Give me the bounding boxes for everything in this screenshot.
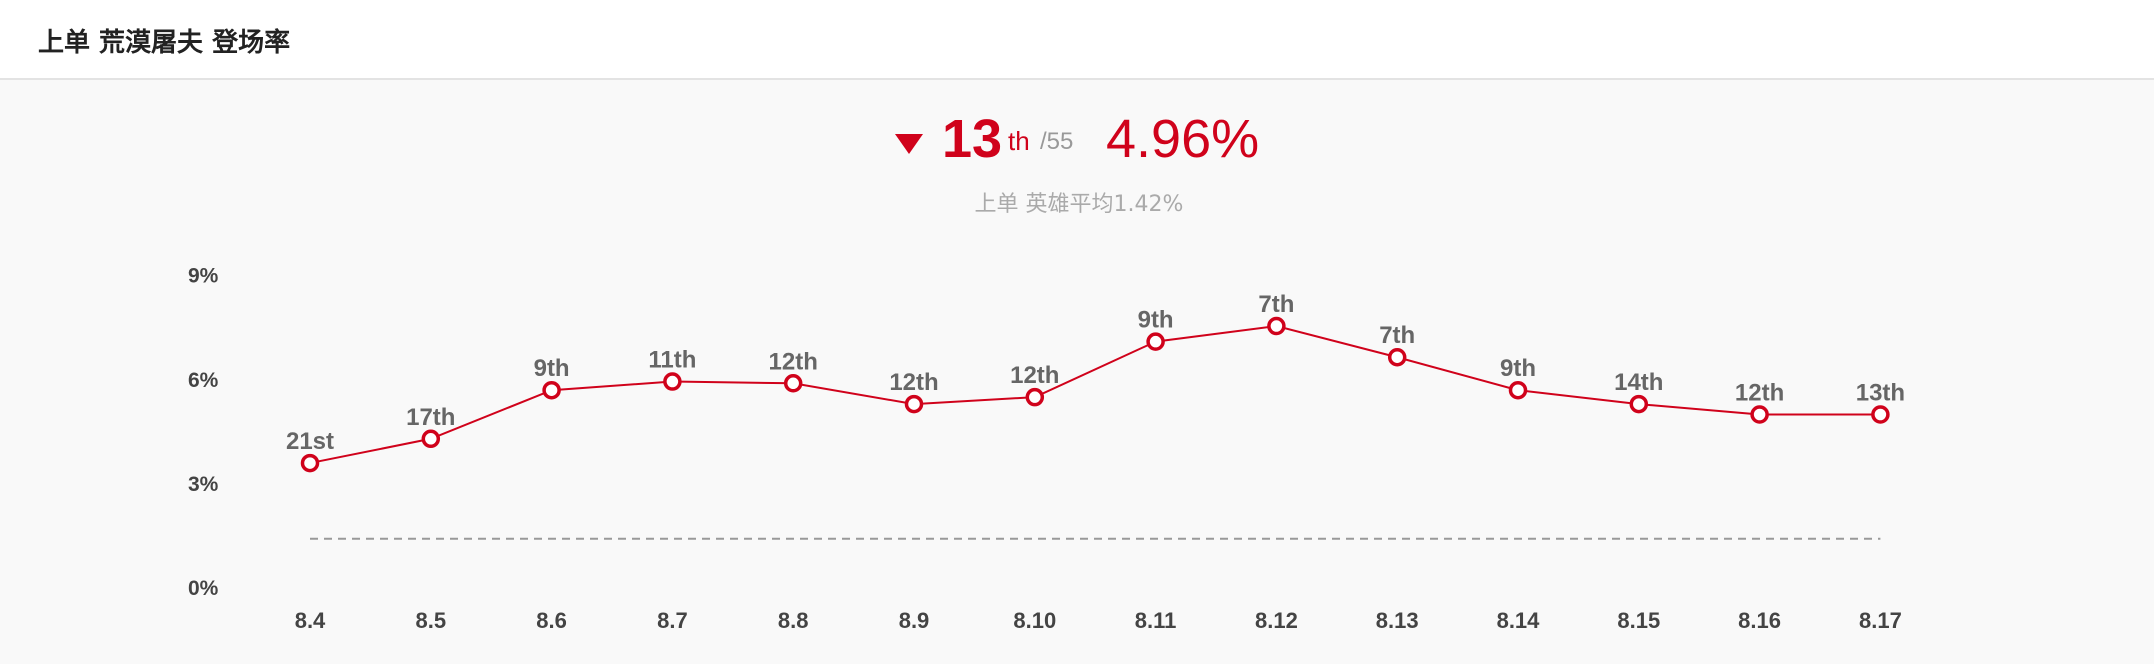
x-tick-label: 8.16: [1738, 608, 1781, 633]
x-tick-label: 8.7: [657, 608, 688, 633]
data-points: [300, 316, 1890, 473]
data-label: 7th: [1258, 291, 1294, 318]
y-tick-label: 6%: [188, 369, 219, 392]
data-label: 13th: [1856, 380, 1905, 407]
data-point[interactable]: [663, 372, 682, 391]
rank-suffix: th: [1008, 126, 1030, 156]
y-tick-label: 0%: [188, 577, 219, 600]
data-point[interactable]: [1267, 316, 1286, 336]
rank-total: /55: [1040, 128, 1074, 155]
data-point[interactable]: [1025, 387, 1045, 407]
data-point[interactable]: [1508, 380, 1528, 400]
x-tick-label: 8.14: [1497, 608, 1541, 633]
data-label: 17th: [406, 404, 455, 431]
data-label: 12th: [1010, 362, 1059, 389]
average-label: 上单 英雄平均: [974, 192, 1114, 217]
data-label: 7th: [1379, 322, 1415, 349]
x-tick-label: 8.8: [778, 608, 809, 633]
pick-rate-value: 4.96%: [1106, 109, 1260, 169]
data-label: 9th: [534, 355, 570, 382]
rank-number: 13: [942, 109, 1003, 169]
data-point[interactable]: [783, 374, 803, 393]
x-tick-label: 8.15: [1617, 608, 1660, 633]
data-point[interactable]: [1750, 405, 1769, 424]
x-tick-label: 8.10: [1013, 608, 1056, 633]
y-axis: 0% 3% 6% 9%: [188, 265, 219, 600]
x-tick-label: 8.12: [1255, 608, 1298, 633]
data-point[interactable]: [421, 429, 441, 449]
data-label: 12th: [769, 348, 818, 375]
data-labels: 21st 17th 9th 11th 12th 12th 12th 9th 7th 7th 9th 1…: [286, 291, 1905, 455]
data-label: 9th: [1500, 355, 1536, 382]
x-tick-label: 8.4: [295, 608, 326, 633]
y-tick-label: 3%: [188, 473, 219, 496]
series-line: [309, 324, 1881, 465]
data-label: 14th: [1614, 369, 1663, 396]
data-point[interactable]: [542, 380, 561, 400]
data-point[interactable]: [300, 453, 320, 473]
average-caption: 上单 英雄平均1.42%: [0, 186, 2154, 218]
rank-down-arrow-icon: [895, 134, 923, 154]
x-tick-label: 8.9: [899, 608, 930, 633]
x-tick-label: 8.5: [416, 608, 447, 633]
data-label: 12th: [1735, 380, 1784, 407]
data-point[interactable]: [1871, 405, 1890, 424]
data-label: 21st: [286, 428, 334, 455]
panel-header: 上单 荒漠屠夫 登场率: [0, 0, 2154, 80]
data-point[interactable]: [904, 394, 924, 414]
panel-title: 上单 荒漠屠夫 登场率: [38, 28, 291, 58]
x-axis: 8.4 8.5 8.6 8.7 8.8 8.9 8.10 8.11 8.12 8.13 8.14 8.…: [295, 608, 1902, 633]
rank-summary: 13 th /55 4.96%: [0, 112, 2154, 192]
data-label: 9th: [1138, 307, 1174, 334]
average-value: 1.42%: [1113, 192, 1184, 217]
y-tick-label: 9%: [188, 265, 219, 288]
data-label: 12th: [889, 369, 938, 396]
x-tick-label: 8.13: [1376, 608, 1419, 633]
x-tick-label: 8.6: [536, 608, 567, 633]
x-tick-label: 8.17: [1859, 608, 1902, 633]
data-point[interactable]: [1387, 347, 1407, 367]
x-tick-label: 8.11: [1135, 608, 1177, 633]
data-point[interactable]: [1629, 394, 1649, 414]
data-point[interactable]: [1146, 332, 1165, 351]
data-label: 11th: [648, 347, 696, 374]
